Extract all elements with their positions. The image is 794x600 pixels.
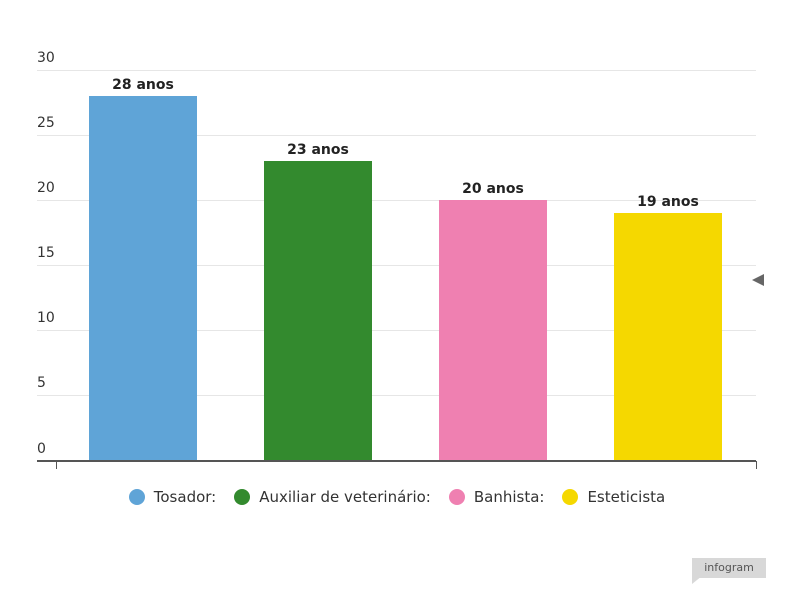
y-tick-label: 25	[37, 115, 55, 131]
legend: Tosador: Auxiliar de veterinário: Banhis…	[0, 488, 794, 506]
y-tick-label: 20	[37, 180, 55, 196]
legend-item-auxiliar[interactable]: Auxiliar de veterinário:	[234, 488, 431, 506]
legend-label: Auxiliar de veterinário:	[259, 488, 431, 506]
bar-label: 23 anos	[287, 142, 349, 158]
legend-item-esteticista[interactable]: Esteticista	[562, 488, 665, 506]
y-tick-label: 10	[37, 310, 55, 326]
bar-tosador[interactable]	[89, 96, 197, 461]
legend-label: Tosador:	[153, 488, 217, 506]
gridline-10	[37, 330, 756, 331]
gridline-25	[37, 135, 756, 136]
gridline-30	[37, 70, 756, 71]
legend-label: Esteticista	[587, 488, 666, 506]
x-axis	[37, 460, 756, 462]
x-axis-tick	[56, 461, 57, 469]
bar-auxiliar-de-veterinario[interactable]	[264, 161, 372, 461]
x-axis-tick	[756, 461, 757, 469]
legend-item-banhista[interactable]: Banhista:	[448, 488, 545, 506]
gridline-15	[37, 265, 756, 266]
bar-label: 19 anos	[637, 194, 699, 210]
gridline-20	[37, 200, 756, 201]
bar-label: 28 anos	[112, 77, 174, 93]
legend-dot-icon	[234, 489, 251, 505]
legend-dot-icon	[562, 489, 579, 505]
y-tick-label: 5	[37, 375, 46, 391]
y-tick-label: 0	[37, 441, 46, 457]
bar-banhista[interactable]	[439, 200, 547, 461]
collapse-arrow-icon[interactable]	[752, 274, 764, 286]
legend-item-tosador[interactable]: Tosador:	[128, 488, 217, 506]
legend-label: Banhista:	[473, 488, 545, 506]
y-tick-label: 15	[37, 245, 55, 261]
badge-tail-icon	[692, 576, 702, 584]
legend-dot-icon	[128, 489, 145, 505]
bar-label: 20 anos	[462, 181, 524, 197]
infogram-badge[interactable]: infogram	[692, 558, 766, 578]
gridline-5	[37, 395, 756, 396]
bar-esteticista[interactable]	[614, 213, 722, 461]
y-tick-label: 30	[37, 50, 55, 66]
legend-dot-icon	[448, 489, 465, 505]
